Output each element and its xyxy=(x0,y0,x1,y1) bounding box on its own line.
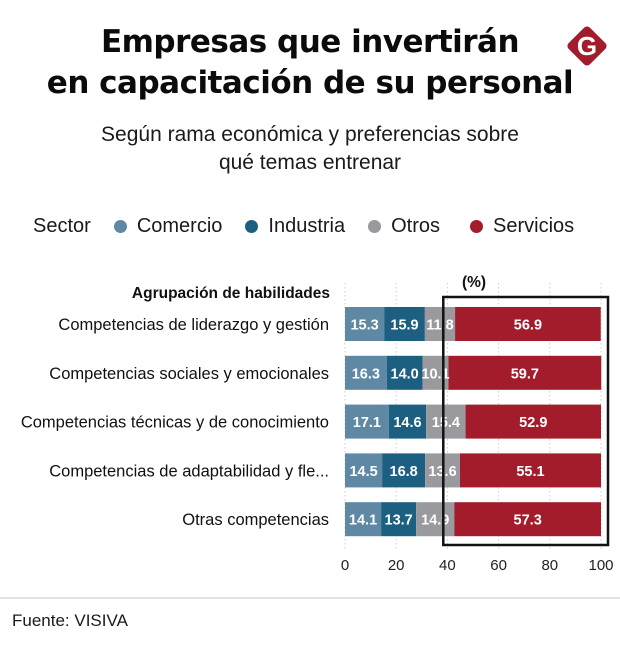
chart-subtitle-line-2: qué temas entrenar xyxy=(218,151,402,174)
logo-diamond xyxy=(567,26,607,66)
source-note: Fuente: VISIVA xyxy=(12,611,128,630)
bar-value-label-industria: 15.9 xyxy=(390,318,418,334)
bar-segment-otros xyxy=(416,502,455,537)
legend-item-comercio: Comercio xyxy=(113,214,223,238)
bar-segment-otros xyxy=(426,404,466,439)
bar-value-label-servicios: 57.3 xyxy=(514,513,542,529)
category-label: Competencias sociales y emocionales xyxy=(49,365,329,383)
x-tick-label: 100 xyxy=(588,557,613,574)
legend-title: Sector xyxy=(33,214,91,237)
bar-value-label-industria: 16.8 xyxy=(390,464,418,480)
bar-value-label-servicios: 55.1 xyxy=(516,464,544,480)
category-label: Otras competencias xyxy=(182,511,329,529)
bar-value-label-comercio: 14.5 xyxy=(349,464,377,480)
bar-segment-industria xyxy=(384,307,425,341)
bar-segment-servicios xyxy=(455,307,601,341)
bars xyxy=(345,307,602,537)
category-labels: Competencias de liderazgo y gestión Compe… xyxy=(21,316,329,529)
category-label: Competencias de adaptabilidad y fle... xyxy=(49,462,329,480)
legend-label-comercio: Comercio xyxy=(136,214,223,237)
x-tick-label: 60 xyxy=(490,557,507,574)
chart-subtitle-line-1: Según rama económica y preferencias sobr… xyxy=(101,123,519,146)
bar-value-label-otros: 15.4 xyxy=(432,415,460,431)
category-label: Competencias técnicas y de conocimiento xyxy=(21,414,329,432)
bar-segment-comercio xyxy=(345,307,385,341)
legend-swatch-servicios xyxy=(470,219,484,233)
x-tick-label: 80 xyxy=(541,557,558,574)
bar-value-label-industria: 13.7 xyxy=(385,513,413,529)
bar-value-label-otros: 10.1 xyxy=(421,366,449,382)
bar-value-label-comercio: 14.1 xyxy=(349,513,377,529)
bar-value-label-servicios: 56.9 xyxy=(514,318,542,334)
chart-title: Empresas que invertirán en capacitación … xyxy=(0,22,620,104)
x-tick-label: 40 xyxy=(439,557,456,574)
bar-value-label-industria: 14.0 xyxy=(391,366,419,382)
bar-value-label-servicios: 52.9 xyxy=(519,415,547,431)
bar-segment-otros xyxy=(424,307,456,341)
legend-swatch-otros xyxy=(368,219,382,233)
footer-divider xyxy=(0,597,620,599)
bar-value-label-comercio: 16.3 xyxy=(352,366,380,382)
category-axis-title: Agrupación de habilidades xyxy=(132,285,330,302)
unit-label: (%) xyxy=(462,274,486,291)
bar-segment-servicios xyxy=(459,453,601,488)
bar-segment-servicios xyxy=(454,502,601,537)
x-tick-label: 20 xyxy=(388,557,405,574)
bar-segment-industria xyxy=(382,453,426,488)
bar-value-label-otros: 11.8 xyxy=(426,318,453,334)
bar-segment-servicios xyxy=(448,355,602,390)
bar-segment-comercio xyxy=(345,355,387,390)
bar-segment-comercio xyxy=(345,453,383,488)
bar-value-label-otros: 14.9 xyxy=(421,513,449,529)
bar-value-label-comercio: 15.3 xyxy=(350,318,378,334)
legend-item-industria: Industria xyxy=(245,215,345,238)
legend-label-otros: Otros xyxy=(391,214,441,237)
bar-segment-comercio xyxy=(345,502,382,537)
chart-title-line-2: en capacitación de su personal xyxy=(46,65,574,101)
x-axis-ticks: 0 20 40 60 80 100 xyxy=(341,557,614,574)
legend-item-servicios: Servicios xyxy=(470,215,574,238)
bar-segment-industria xyxy=(386,355,423,390)
chart-subtitle: Según rama económica y preferencias sobr… xyxy=(0,121,620,177)
x-tick-label: 0 xyxy=(341,557,349,574)
legend-item-otros: Otros xyxy=(368,215,440,238)
bar-segment-industria xyxy=(388,404,427,439)
legend: Sector Comercio Industria Otros Servicio… xyxy=(33,213,597,239)
highlight-box xyxy=(442,295,610,547)
bar-value-label-industria: 14.6 xyxy=(393,415,421,431)
stacked-bar-chart: Agrupación de habilidades (%) Competenci… xyxy=(21,274,614,574)
brand-logo-icon: G xyxy=(567,26,607,66)
legend-label-industria: Industria xyxy=(268,214,346,237)
chart-title-line-1: Empresas que invertirán xyxy=(100,24,520,60)
bar-segment-comercio xyxy=(345,404,389,439)
category-label: Competencias de liderazgo y gestión xyxy=(58,316,329,334)
bar-segment-servicios xyxy=(465,404,601,439)
legend-swatch-industria xyxy=(245,219,259,233)
bar-value-label-servicios: 59.7 xyxy=(511,366,539,382)
bar-segment-industria xyxy=(381,502,417,537)
legend-swatch-comercio xyxy=(113,219,127,233)
legend-label-servicios: Servicios xyxy=(493,214,575,237)
logo-letter: G xyxy=(577,31,597,61)
bar-value-label-comercio: 17.1 xyxy=(353,415,381,431)
